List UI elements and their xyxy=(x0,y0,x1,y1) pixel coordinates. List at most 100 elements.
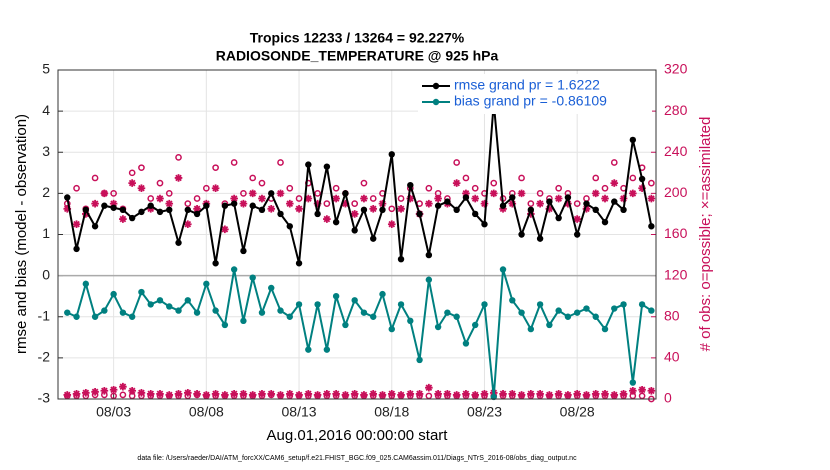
data-point xyxy=(360,206,368,214)
count-assimilated xyxy=(313,199,322,208)
data-point xyxy=(166,303,173,310)
count-assimilated xyxy=(610,391,619,399)
data-point xyxy=(416,210,423,218)
count-possible xyxy=(73,184,80,192)
count-possible xyxy=(527,200,535,208)
count-assimilated xyxy=(425,199,433,208)
count-possible xyxy=(202,184,210,192)
plot-frame xyxy=(57,69,657,400)
data-point xyxy=(583,305,590,312)
data-point xyxy=(583,200,590,207)
x-tick-label: 08/03 xyxy=(96,404,131,420)
count-assimilated xyxy=(517,189,526,198)
count-assimilated xyxy=(434,194,442,203)
count-assimilated xyxy=(387,390,396,398)
count-possible xyxy=(119,391,127,399)
count-assimilated xyxy=(202,391,211,399)
x-axis-label: Aug.01,2016 00:00:00 start xyxy=(267,427,449,444)
count-possible xyxy=(397,195,405,202)
count-possible xyxy=(165,190,173,197)
count-assimilated xyxy=(452,179,461,187)
data-point xyxy=(518,309,525,316)
count-assimilated xyxy=(221,225,229,234)
count-possible xyxy=(147,195,155,202)
data-point xyxy=(388,151,395,158)
count-possible xyxy=(91,174,99,182)
count-assimilated xyxy=(156,194,164,203)
legend-box xyxy=(418,74,652,114)
data-point xyxy=(82,280,90,288)
count-possible xyxy=(536,190,544,197)
x-tick-label: 08/08 xyxy=(189,404,224,420)
count-possible xyxy=(277,159,284,166)
data-point xyxy=(648,307,655,314)
data-point xyxy=(212,260,219,267)
count-assimilated xyxy=(332,390,340,398)
data-point xyxy=(351,227,358,234)
count-assimilated xyxy=(100,386,109,395)
data-point xyxy=(453,313,460,320)
data-point xyxy=(472,210,479,218)
data-point xyxy=(536,235,544,242)
data-point xyxy=(416,356,423,364)
data-point xyxy=(638,175,646,183)
count-possible xyxy=(462,174,470,182)
count-assimilated xyxy=(629,189,637,198)
data-point xyxy=(601,325,609,333)
data-point xyxy=(592,206,599,214)
count-assimilated xyxy=(304,194,313,203)
data-point xyxy=(332,292,340,300)
count-assimilated xyxy=(119,382,127,391)
count-assimilated xyxy=(230,390,238,398)
count-possible xyxy=(110,190,117,197)
data-point xyxy=(472,321,479,329)
count-assimilated xyxy=(313,391,322,399)
count-assimilated xyxy=(323,215,331,223)
data-point xyxy=(573,309,581,316)
data-point xyxy=(295,301,303,308)
count-assimilated xyxy=(619,194,628,203)
data-point xyxy=(305,161,312,168)
y2-tick-label: 80 xyxy=(664,307,680,323)
data-point xyxy=(258,309,266,316)
x-tick-label: 08/13 xyxy=(282,404,317,420)
data-point xyxy=(592,313,599,320)
count-assimilated xyxy=(165,391,174,399)
count-possible xyxy=(360,179,368,187)
series-line xyxy=(66,269,652,398)
count-assimilated xyxy=(601,390,609,398)
count-assimilated xyxy=(285,390,294,398)
data-point xyxy=(629,379,637,386)
count-assimilated xyxy=(415,390,424,398)
count-assimilated xyxy=(91,388,99,396)
data-point xyxy=(620,206,627,214)
data-point xyxy=(629,136,637,144)
data-point xyxy=(73,313,80,320)
data-point xyxy=(240,317,247,325)
series-line xyxy=(66,102,653,264)
legend-marker xyxy=(432,82,440,90)
legend-marker xyxy=(432,98,440,106)
count-assimilated xyxy=(582,391,591,399)
data-point xyxy=(156,208,164,216)
data-point xyxy=(323,163,331,170)
count-assimilated xyxy=(63,204,72,213)
data-point xyxy=(128,313,136,320)
data-point xyxy=(444,309,451,316)
data-point xyxy=(555,307,562,314)
data-point xyxy=(203,280,210,288)
y-tick-label: -3 xyxy=(38,390,51,406)
y-tick-label: 3 xyxy=(42,143,50,159)
count-possible xyxy=(388,205,396,213)
data-point xyxy=(323,346,331,353)
count-assimilated xyxy=(183,220,192,229)
count-possible xyxy=(258,179,266,187)
count-assimilated xyxy=(360,391,368,399)
count-assimilated xyxy=(452,391,461,399)
y-tick-label: -2 xyxy=(38,349,51,365)
count-possible xyxy=(212,164,219,172)
chart-title: Tropics 12233 / 13264 = 92.227% xyxy=(250,30,465,46)
data-point xyxy=(184,297,191,304)
count-possible xyxy=(471,184,479,192)
